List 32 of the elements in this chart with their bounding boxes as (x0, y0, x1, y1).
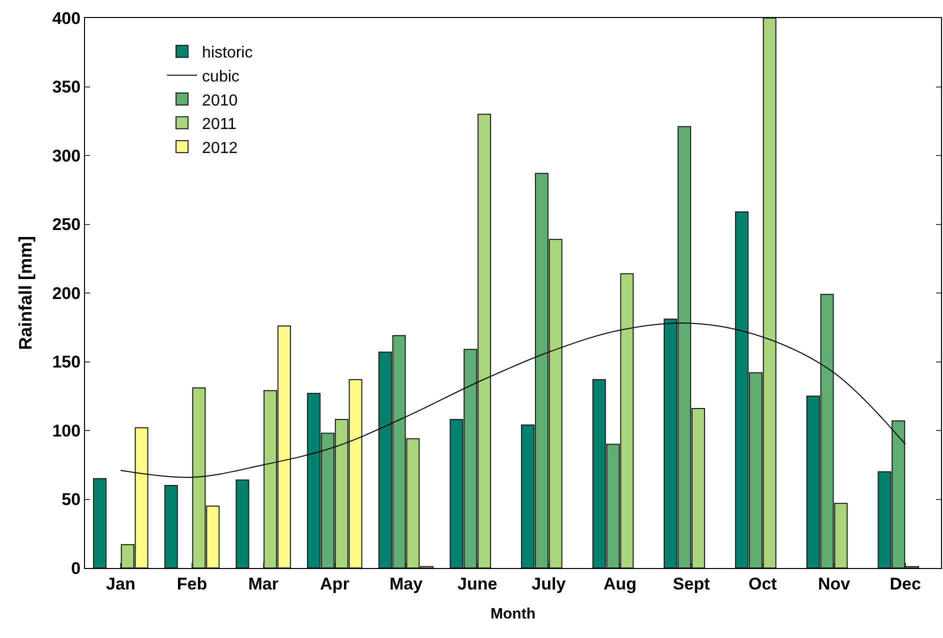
y-tick-label: 300 (52, 146, 81, 166)
y-tick-label: 150 (52, 352, 81, 372)
legend-label: historic (202, 44, 253, 62)
x-tick-label: Oct (748, 574, 778, 594)
line-series (120, 322, 906, 478)
y-tick-label: 100 (52, 421, 81, 440)
y-tick-label: 200 (52, 284, 81, 303)
y-tick-label: 350 (52, 78, 81, 97)
x-axis-title: Month (490, 605, 536, 622)
legend-label: 2012 (202, 140, 238, 157)
y-axis-title: Rainfall [mm] (15, 236, 36, 350)
x-tick-label: Aug (603, 574, 637, 594)
x-tick-label: Mar (248, 574, 279, 594)
bar (93, 478, 107, 568)
y-tick-label: 250 (52, 215, 81, 234)
bar (236, 480, 250, 568)
y-tick-label: 0 (71, 558, 81, 578)
x-tick-label: May (389, 574, 424, 594)
x-tick-label: Apr (320, 574, 350, 594)
x-tick-label: July (532, 574, 566, 594)
x-tick-label: Nov (818, 574, 851, 594)
x-tick-label: Sept (672, 574, 710, 594)
x-tick-label: Jan (106, 574, 136, 594)
y-tick-label: 400 (52, 8, 81, 28)
x-tick-label: Feb (176, 574, 208, 594)
bar (164, 485, 178, 568)
x-tick-label: Dec (890, 574, 921, 594)
legend-label: cubic (202, 68, 240, 86)
legend-label: 2010 (202, 92, 238, 110)
legend-label: 2011 (202, 116, 237, 134)
y-tick-label: 50 (62, 490, 81, 510)
x-tick-label: June (457, 574, 498, 594)
